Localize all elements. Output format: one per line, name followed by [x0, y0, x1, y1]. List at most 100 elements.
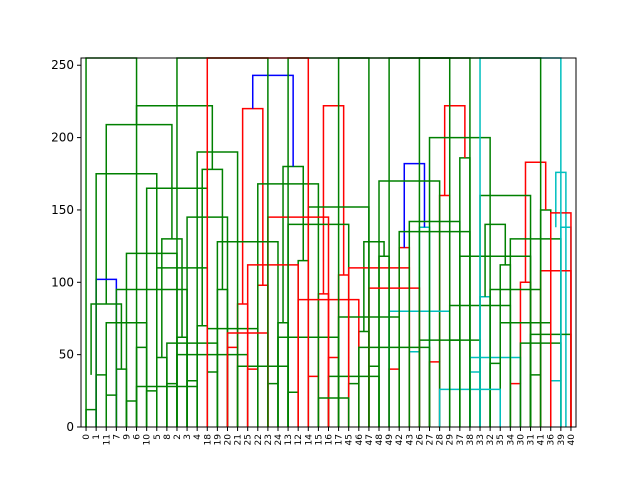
y-tick-label: 200 [51, 131, 74, 145]
dendrogram-link-57 [519, 281, 532, 427]
dendrogram-link-55 [484, 223, 507, 297]
dendrogram-link-17 [201, 168, 224, 326]
dendrogram-link-25 [267, 382, 279, 427]
leaf-label: 6 [133, 434, 143, 440]
dendrogram-link-103 [317, 397, 350, 427]
leaf-label: 47 [365, 434, 375, 445]
leaf-label: 13 [284, 434, 294, 445]
leaf-label: 41 [537, 434, 547, 445]
leaf-label: 22 [254, 434, 264, 445]
dendrogram-link-32 [317, 293, 330, 427]
dendrogram-link-58 [529, 374, 542, 427]
leaf-label: 34 [506, 434, 516, 446]
dendrogram-link-33 [327, 356, 340, 427]
dendrogram-link-9 [166, 382, 178, 427]
leaf-label: 20 [223, 434, 233, 446]
leaf-label: 3 [183, 434, 193, 440]
dendrogram-link-49 [459, 157, 471, 427]
dendrogram-link-99 [196, 151, 239, 427]
dendrogram-link-87 [469, 356, 522, 427]
dendrogram-link-0 [85, 408, 97, 427]
leaf-label: 45 [345, 434, 355, 445]
dendrogram-link-107 [459, 255, 532, 427]
leaf-label: 32 [486, 434, 496, 445]
y-tick-label: 50 [59, 348, 74, 362]
leaf-label: 4 [193, 434, 203, 440]
dendrogram-link-42 [398, 246, 411, 427]
leaf-label: 27 [426, 434, 436, 445]
dendrogram-link-31 [307, 375, 320, 427]
dendrogram-link-56 [509, 382, 522, 427]
dendrogram-link-28 [297, 259, 310, 427]
dendrogram-link-67 [166, 342, 219, 427]
y-tick-label: 150 [51, 203, 74, 217]
dendrogram-link-1 [95, 374, 108, 427]
dendrogram-link-37 [358, 330, 370, 427]
leaf-label: 1 [92, 434, 102, 440]
dendrogram-link-81 [378, 180, 441, 427]
leaf-label: 42 [395, 434, 405, 445]
leaf-label: 19 [213, 434, 223, 446]
leaf-label: 30 [516, 434, 526, 446]
dendrogram-link-26 [277, 322, 289, 427]
dendrogram-link-44 [418, 226, 431, 427]
leaf-label: 17 [335, 434, 345, 445]
dendrogram-links [85, 57, 572, 427]
leaf-label: 29 [446, 434, 456, 446]
dendrogram-link-3 [115, 368, 128, 427]
leaf-label: 5 [153, 434, 163, 440]
dendrogram-link-22 [246, 368, 259, 427]
leaf-label: 49 [385, 434, 395, 446]
dendrogram-link-46 [428, 361, 441, 427]
dendrogram-link-34 [337, 274, 350, 427]
dendrogram-link-7 [145, 390, 158, 427]
dendrogram-link-8 [156, 356, 168, 427]
dendrogram-link-101 [246, 264, 299, 427]
dendrogram-link-61 [549, 379, 562, 427]
dendrogram-link-12 [105, 123, 173, 304]
leaf-label: 0 [82, 434, 92, 440]
dendrogram-link-53 [489, 362, 501, 427]
leaf-label: 31 [527, 434, 537, 445]
dendrogram-link-35 [322, 105, 345, 294]
y-tick-label: 250 [51, 58, 74, 72]
dendrogram-link-40 [363, 241, 385, 332]
y-tick-label: 100 [51, 275, 74, 289]
dendrogram-link-27 [287, 391, 299, 427]
leaf-label: 25 [244, 434, 254, 445]
dendrogram-link-24 [241, 107, 264, 304]
leaf-label: 24 [274, 434, 284, 446]
dendrogram-link-11 [161, 238, 183, 358]
dendrogram-link-18 [135, 105, 214, 170]
dendrogram-link-14 [196, 324, 209, 427]
dendrogram-link-43 [408, 351, 421, 427]
dendrogram-link-116 [337, 57, 451, 427]
y-axis: 0 50 100 150 200 250 [51, 58, 81, 434]
dendrogram-link-85 [428, 136, 491, 427]
leaf-label: 21 [234, 434, 244, 445]
leaf-label: 12 [294, 434, 304, 445]
dendrogram-link-59 [539, 209, 552, 427]
dendrogram-link-50 [443, 105, 466, 196]
dendrogram-link-110 [85, 57, 138, 427]
leaf-label: 40 [567, 434, 577, 446]
leaf-label: 37 [456, 434, 466, 445]
leaf-label: 38 [466, 434, 476, 446]
dendrogram-link-4 [125, 400, 138, 427]
dendrogram-link-41 [388, 368, 400, 427]
leaf-label: 35 [496, 434, 506, 445]
leaf-label: 14 [304, 434, 314, 446]
leaf-label: 43 [405, 434, 415, 445]
leaf-label: 36 [547, 434, 557, 446]
dendrogram-link-36 [347, 382, 360, 427]
leaf-label: 9 [122, 434, 132, 440]
leaf-label: 10 [143, 434, 153, 446]
dendrogram-link-91 [509, 238, 562, 427]
y-tick-label: 0 [66, 420, 74, 434]
x-axis: 0 1 11 7 9 6 10 5 8 2 3 4 18 19 20 21 25 22 23 24 13 12 14 15 16… [82, 427, 577, 445]
dendrogram-link-45 [403, 162, 426, 248]
dendrogram-link-48 [448, 339, 461, 427]
dendrogram-link-104 [368, 287, 421, 427]
leaf-label: 48 [375, 434, 385, 446]
leaf-label: 46 [355, 434, 365, 446]
